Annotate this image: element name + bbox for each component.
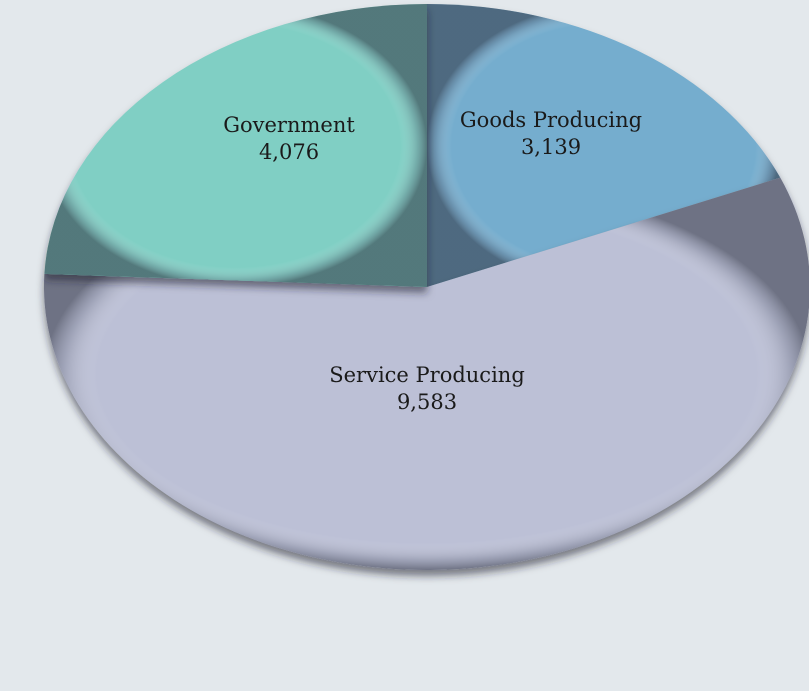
- slice-value-label: 3,139: [521, 135, 581, 159]
- pie-slice-group: [44, 177, 809, 570]
- slice-label: Government: [223, 113, 355, 137]
- slice-value-label: 9,583: [397, 390, 457, 414]
- pie-slice-bevel: [44, 177, 809, 570]
- pie-slice-group: [44, 4, 427, 287]
- slice-label: Service Producing: [329, 363, 525, 387]
- labels-layer: Goods Producing 3,139 Service Producing 9,5…: [223, 108, 642, 414]
- pie-slice-bevel: [427, 4, 781, 287]
- slice-value-label: 4,076: [259, 140, 319, 164]
- pie-slice-bevel: [44, 4, 427, 287]
- slice-label: Goods Producing: [460, 108, 642, 132]
- slices-layer: [44, 4, 809, 570]
- pie-slice-group: [427, 4, 781, 287]
